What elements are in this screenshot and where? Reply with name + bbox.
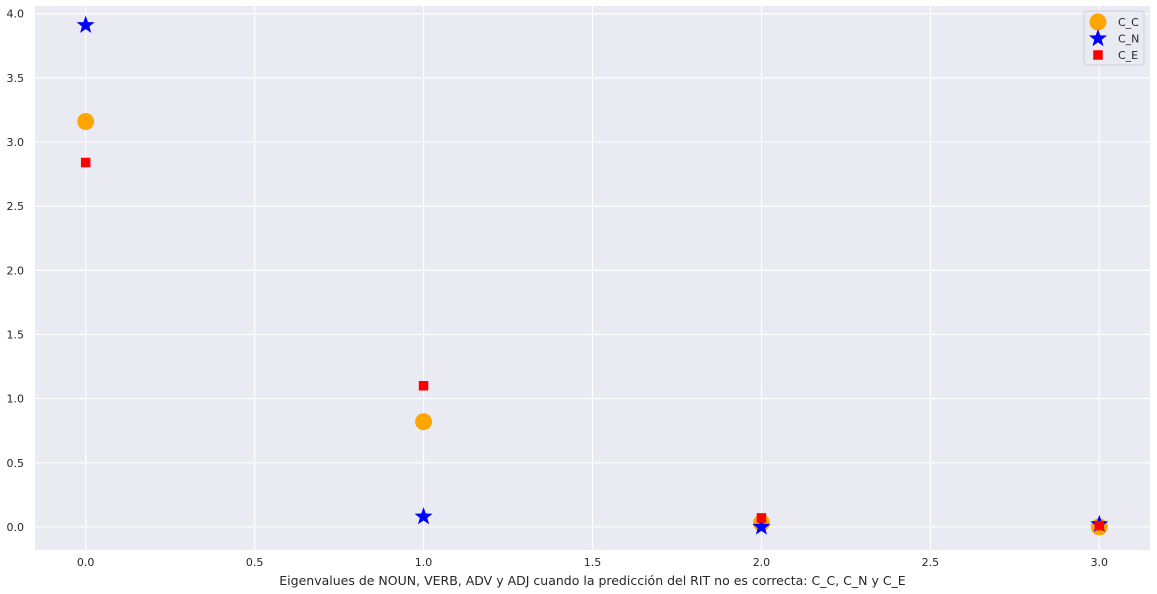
data-point-c-c — [77, 112, 95, 130]
y-tick-label: 3.5 — [7, 72, 25, 85]
data-markers — [76, 15, 1109, 536]
legend: C_C C_N C_E — [1083, 10, 1145, 66]
y-tick-label: 3.0 — [7, 136, 25, 149]
data-point-c-n — [76, 15, 95, 33]
data-point-c-n — [414, 507, 433, 525]
y-tick-label: 2.0 — [7, 264, 25, 277]
y-axis-ticks: 0.0 0.5 1.0 1.5 2.0 2.5 3.0 3.5 4.0 — [7, 8, 25, 534]
legend-label: C_E — [1118, 49, 1138, 62]
legend-marker-c-e — [1093, 50, 1103, 60]
data-point-c-n — [752, 517, 771, 535]
x-tick-label: 1.5 — [584, 556, 602, 569]
y-tick-label: 1.5 — [7, 328, 25, 341]
y-tick-label: 0.0 — [7, 521, 25, 534]
x-axis-ticks: 0.0 0.5 1.0 1.5 2.0 2.5 3.0 — [77, 556, 1108, 569]
data-point-c-e — [756, 513, 767, 523]
x-tick-label: 1.0 — [415, 556, 433, 569]
data-point-c-e — [418, 381, 429, 391]
y-tick-label: 1.0 — [7, 393, 25, 406]
x-tick-label: 2.0 — [753, 556, 771, 569]
y-tick-label: 0.5 — [7, 457, 25, 470]
legend-marker-c-n — [1088, 29, 1108, 47]
legend-label: C_C — [1118, 16, 1139, 29]
x-tick-label: 2.5 — [922, 556, 940, 569]
x-tick-label: 0.5 — [246, 556, 264, 569]
data-point-c-e — [1094, 520, 1105, 531]
y-tick-label: 4.0 — [7, 8, 25, 21]
data-point-c-c — [415, 413, 433, 431]
x-tick-label: 3.0 — [1091, 556, 1109, 569]
x-axis-label: Eigenvalues de NOUN, VERB, ADV y ADJ cua… — [279, 573, 906, 588]
grid-lines — [35, 6, 1150, 550]
y-tick-label: 2.5 — [7, 200, 25, 213]
data-point-c-e — [80, 157, 91, 168]
legend-marker-c-c — [1089, 13, 1107, 31]
legend-label: C_N — [1118, 33, 1139, 46]
x-tick-label: 0.0 — [77, 556, 95, 569]
